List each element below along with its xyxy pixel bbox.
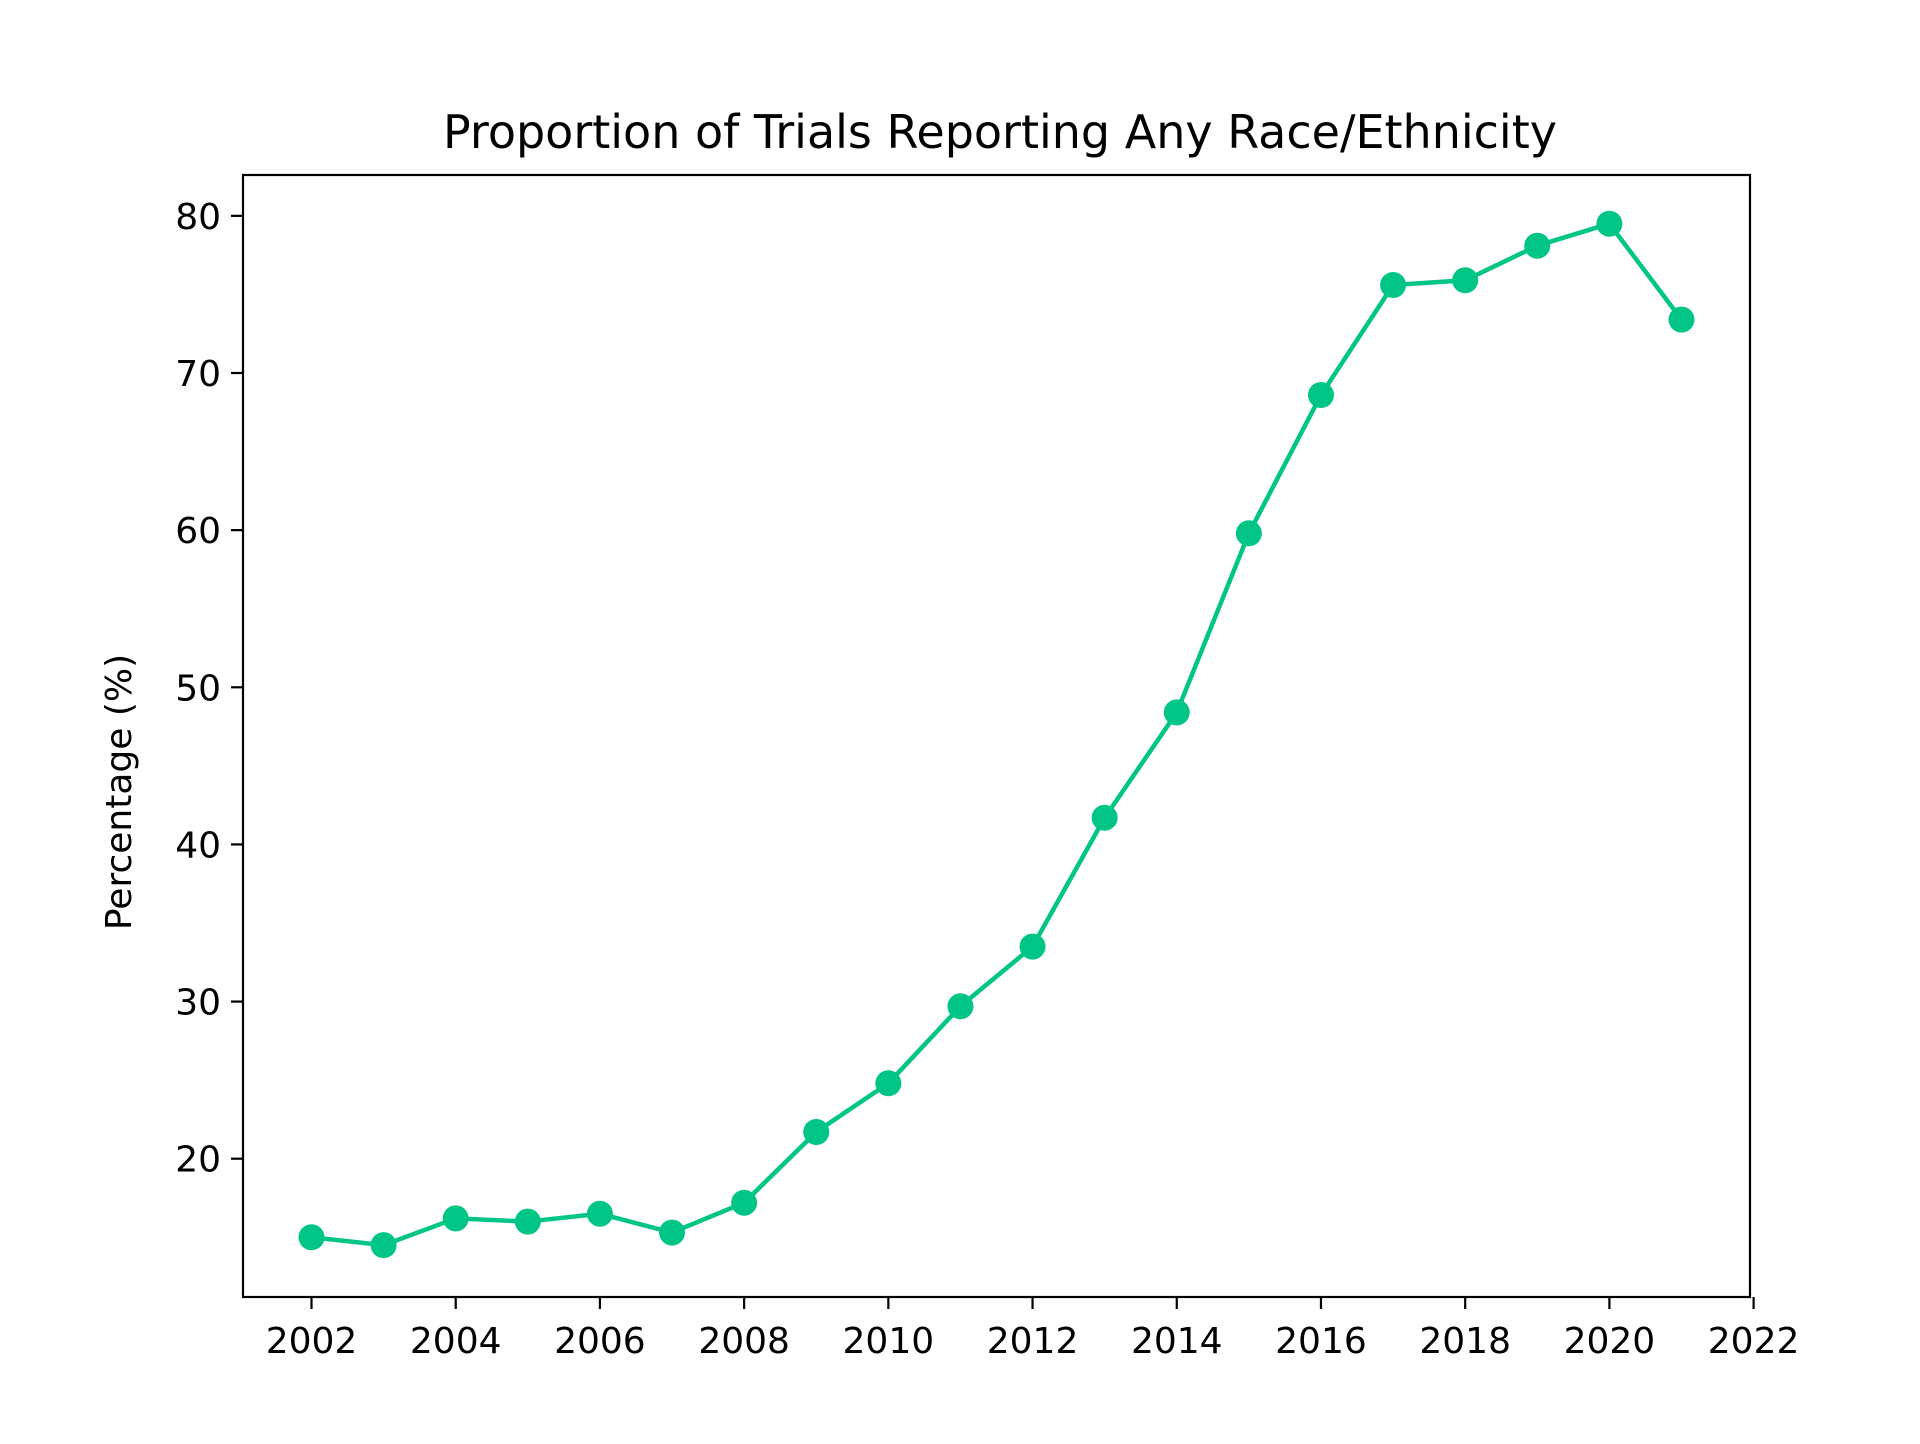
- y-tick-label: 70: [175, 354, 221, 395]
- chart-title: Proportion of Trials Reporting Any Race/…: [443, 105, 1557, 159]
- x-tick-label: 2008: [698, 1321, 790, 1362]
- y-tick-label: 80: [175, 197, 221, 238]
- data-point-marker: [1019, 933, 1046, 960]
- x-tick-label: 2016: [1275, 1321, 1367, 1362]
- data-point-marker: [1163, 699, 1190, 726]
- data-point-marker: [947, 993, 974, 1020]
- y-tick-label: 50: [175, 668, 221, 709]
- y-tick-label: 60: [175, 511, 221, 552]
- data-point-marker: [1091, 804, 1118, 831]
- data-point-marker: [1452, 267, 1479, 294]
- y-axis-label: Percentage (%): [99, 654, 140, 930]
- data-point-marker: [298, 1224, 325, 1251]
- data-point-marker: [803, 1119, 830, 1145]
- data-point-marker: [1380, 272, 1407, 298]
- x-tick-label: 2004: [410, 1321, 502, 1362]
- x-tick-label: 2006: [554, 1321, 646, 1362]
- x-tick-label: 2010: [843, 1321, 935, 1362]
- x-tick-label: 2018: [1419, 1321, 1511, 1362]
- data-point-marker: [370, 1232, 397, 1259]
- x-tick-label: 2002: [266, 1321, 358, 1362]
- data-point-marker: [586, 1200, 613, 1227]
- data-point-marker: [659, 1219, 686, 1246]
- data-point-marker: [1235, 520, 1262, 547]
- y-tick-label: 20: [175, 1140, 221, 1181]
- data-point-marker: [1596, 210, 1623, 237]
- x-tick-label: 2022: [1708, 1321, 1800, 1362]
- data-point-marker: [731, 1189, 758, 1216]
- y-tick-label: 30: [175, 983, 221, 1024]
- x-tick-label: 2014: [1131, 1321, 1223, 1362]
- x-tick-label: 2020: [1564, 1321, 1656, 1362]
- data-point-marker: [1307, 382, 1334, 408]
- data-point-marker: [442, 1205, 469, 1232]
- data-point-marker: [514, 1208, 541, 1235]
- plot-area: 2002 2004 2006 2008 2010 2012 2014 2016 2018 2020…: [175, 173, 1800, 1362]
- y-tick-label: 40: [175, 825, 221, 866]
- x-tick-label: 2012: [987, 1321, 1079, 1362]
- data-point-marker: [875, 1070, 902, 1097]
- plot-frame: [241, 173, 1752, 1299]
- data-point-marker: [1524, 232, 1551, 259]
- data-point-marker: [1668, 306, 1695, 333]
